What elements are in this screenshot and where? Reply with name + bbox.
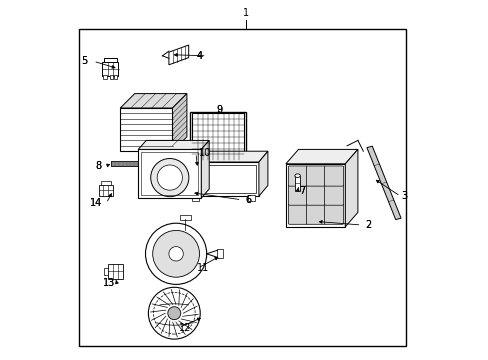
- Circle shape: [145, 223, 206, 284]
- Circle shape: [168, 247, 183, 261]
- Bar: [103, 75, 107, 79]
- FancyBboxPatch shape: [288, 185, 307, 205]
- Polygon shape: [201, 140, 209, 198]
- Text: 5: 5: [81, 56, 87, 66]
- Bar: [111, 161, 142, 166]
- Circle shape: [150, 158, 188, 197]
- Bar: [120, 108, 172, 151]
- Bar: [285, 164, 345, 227]
- Polygon shape: [345, 149, 357, 227]
- Bar: [107, 264, 122, 279]
- Bar: [180, 215, 190, 220]
- Circle shape: [152, 230, 199, 277]
- Bar: [247, 195, 254, 201]
- Text: 9: 9: [216, 105, 222, 115]
- Bar: [79, 29, 406, 346]
- Bar: [294, 176, 300, 191]
- Text: 14: 14: [90, 198, 102, 208]
- Polygon shape: [285, 149, 357, 164]
- Text: 6: 6: [244, 195, 251, 205]
- Circle shape: [157, 165, 182, 190]
- Polygon shape: [120, 94, 186, 108]
- Text: 13: 13: [103, 278, 115, 288]
- Bar: [192, 113, 244, 160]
- Circle shape: [148, 287, 200, 339]
- Text: 9: 9: [216, 105, 222, 115]
- Bar: [114, 75, 117, 79]
- Bar: [104, 58, 117, 62]
- Bar: [186, 162, 258, 196]
- Bar: [101, 181, 111, 185]
- Bar: [216, 249, 223, 258]
- Text: 14: 14: [90, 198, 102, 208]
- Text: 2: 2: [365, 220, 371, 230]
- Text: 8: 8: [96, 161, 102, 171]
- FancyBboxPatch shape: [306, 166, 325, 186]
- Bar: [102, 62, 118, 76]
- Text: 7: 7: [298, 186, 305, 196]
- FancyBboxPatch shape: [288, 166, 307, 186]
- Text: 4: 4: [196, 51, 202, 61]
- Polygon shape: [172, 94, 186, 151]
- Polygon shape: [186, 151, 267, 162]
- FancyBboxPatch shape: [288, 204, 307, 224]
- Polygon shape: [138, 140, 209, 149]
- Polygon shape: [258, 151, 267, 196]
- Text: 3: 3: [401, 191, 407, 201]
- Bar: [190, 112, 246, 162]
- Ellipse shape: [294, 174, 300, 177]
- Bar: [138, 149, 201, 198]
- FancyBboxPatch shape: [306, 204, 325, 224]
- Circle shape: [167, 307, 181, 320]
- FancyBboxPatch shape: [324, 185, 343, 205]
- Text: 3: 3: [401, 191, 407, 201]
- Text: 7: 7: [298, 186, 305, 196]
- Text: 10: 10: [198, 148, 211, 158]
- Bar: [189, 165, 256, 193]
- Text: 5: 5: [81, 56, 87, 66]
- Text: 6: 6: [244, 195, 251, 205]
- Bar: [109, 75, 113, 79]
- Text: 8: 8: [96, 161, 102, 171]
- Text: 13: 13: [103, 278, 115, 288]
- Polygon shape: [366, 146, 400, 220]
- Text: 2: 2: [365, 220, 371, 230]
- Text: 12: 12: [179, 323, 191, 333]
- Bar: [141, 152, 198, 195]
- Bar: [104, 268, 108, 275]
- Bar: [192, 195, 199, 201]
- Polygon shape: [168, 45, 188, 65]
- FancyBboxPatch shape: [324, 204, 343, 224]
- FancyBboxPatch shape: [324, 166, 343, 186]
- Text: 4: 4: [196, 51, 202, 61]
- FancyBboxPatch shape: [306, 185, 325, 205]
- Text: 11: 11: [197, 263, 209, 273]
- Bar: [99, 185, 113, 196]
- Text: 1: 1: [243, 8, 249, 18]
